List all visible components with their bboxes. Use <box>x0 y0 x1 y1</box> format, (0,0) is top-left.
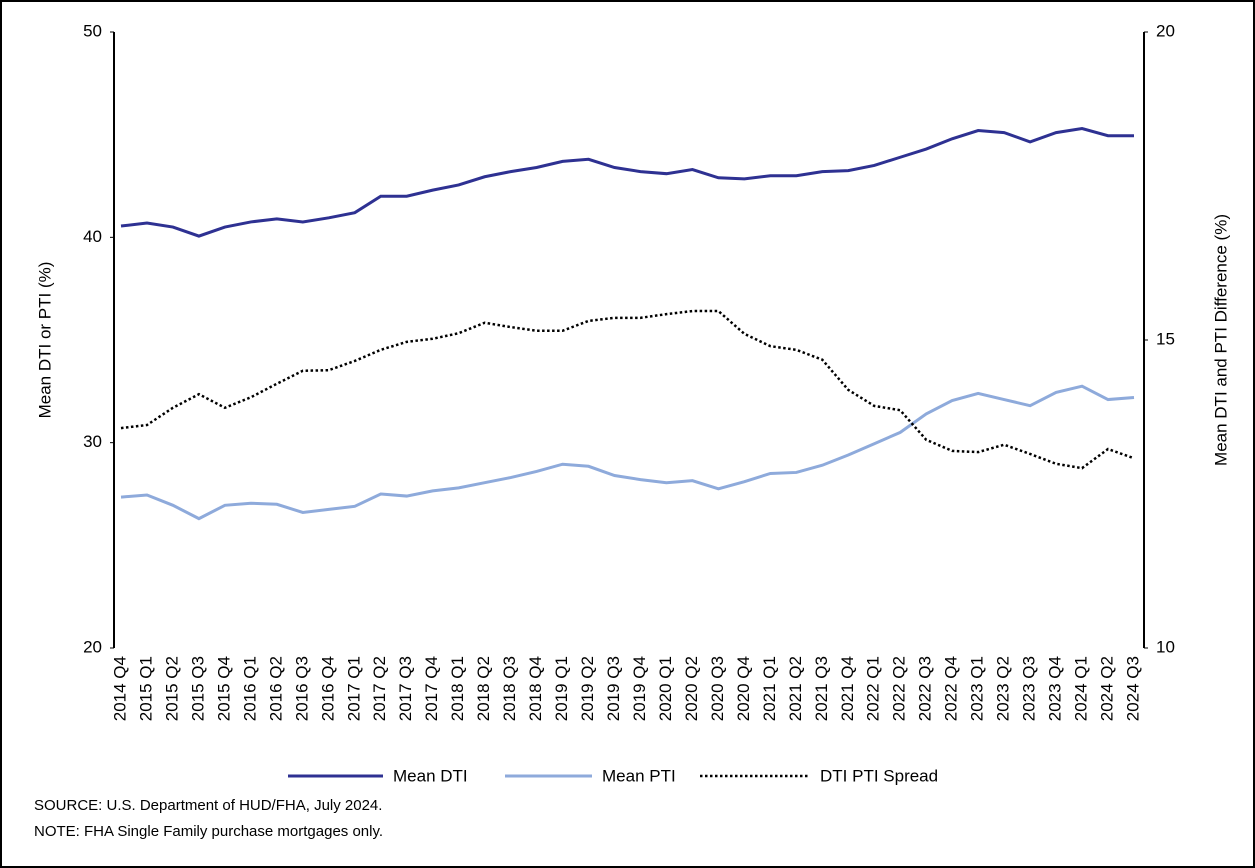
x-tick-label: 2016 Q1 <box>240 656 259 721</box>
legend-label: DTI PTI Spread <box>820 766 938 785</box>
x-tick-label: 2017 Q2 <box>370 656 389 721</box>
x-tick-label: 2024 Q1 <box>1072 656 1091 721</box>
x-tick-label: 2014 Q4 <box>110 656 129 721</box>
x-tick-label: 2022 Q3 <box>916 656 935 721</box>
x-tick-label: 2016 Q4 <box>318 656 337 721</box>
x-tick-label: 2019 Q2 <box>578 656 597 721</box>
x-tick-label: 2019 Q3 <box>604 656 623 721</box>
x-tick-label: 2022 Q2 <box>890 656 909 721</box>
x-tick-label: 2019 Q4 <box>630 656 649 721</box>
x-tick-label: 2021 Q1 <box>760 656 779 721</box>
y-tick-label: 40 <box>83 227 102 246</box>
x-tick-label: 2019 Q1 <box>552 656 571 721</box>
x-tick-label: 2021 Q2 <box>786 656 805 721</box>
series-line <box>120 126 1134 238</box>
x-tick-label: 2020 Q3 <box>708 656 727 721</box>
x-tick-label: 2020 Q4 <box>734 656 753 721</box>
source-note: SOURCE: U.S. Department of HUD/FHA, July… <box>34 797 382 814</box>
y-tick-label: 30 <box>83 432 102 451</box>
x-tick-label: 2020 Q1 <box>656 656 675 721</box>
x-tick-label: 2015 Q4 <box>214 656 233 721</box>
y2-tick-label: 20 <box>1156 21 1175 40</box>
x-tick-label: 2015 Q3 <box>188 656 207 721</box>
x-tick-label: 2021 Q3 <box>812 656 831 721</box>
x-tick-label: 2020 Q2 <box>682 656 701 721</box>
x-tick-label: 2021 Q4 <box>838 656 857 721</box>
x-tick-label: 2022 Q1 <box>864 656 883 721</box>
x-tick-label: 2017 Q1 <box>344 656 363 721</box>
x-tick-label: 2016 Q3 <box>292 656 311 721</box>
x-tick-label: 2017 Q3 <box>396 656 415 721</box>
y2-tick-label: 10 <box>1156 637 1175 656</box>
x-tick-label: 2023 Q2 <box>994 656 1013 721</box>
y-axis-label: Mean DTI or PTI (%) <box>35 262 54 419</box>
legend-label: Mean DTI <box>393 766 468 785</box>
x-tick-label: 2022 Q4 <box>942 656 961 721</box>
x-tick-label: 2018 Q1 <box>448 656 467 721</box>
x-tick-label: 2018 Q2 <box>474 656 493 721</box>
x-tick-label: 2023 Q1 <box>968 656 987 721</box>
y2-axis-label: Mean DTI and PTI Difference (%) <box>1211 214 1230 466</box>
x-tick-label: 2017 Q4 <box>422 656 441 721</box>
x-tick-label: 2018 Q4 <box>526 656 545 721</box>
series-line <box>120 309 1135 470</box>
x-tick-label: 2015 Q2 <box>162 656 181 721</box>
note: NOTE: FHA Single Family purchase mortgag… <box>34 823 383 840</box>
x-tick-label: 2024 Q3 <box>1123 656 1142 721</box>
y-tick-label: 50 <box>83 21 102 40</box>
x-tick-label: 2016 Q2 <box>266 656 285 721</box>
x-tick-label: 2023 Q3 <box>1020 656 1039 721</box>
y2-tick-label: 15 <box>1156 329 1175 348</box>
x-tick-label: 2015 Q1 <box>136 656 155 721</box>
series-line <box>120 384 1135 521</box>
x-tick-label: 2018 Q3 <box>500 656 519 721</box>
x-tick-label: 2023 Q4 <box>1046 656 1065 721</box>
legend-label: Mean PTI <box>602 766 676 785</box>
y-tick-label: 20 <box>83 637 102 656</box>
x-tick-label: 2024 Q2 <box>1098 656 1117 721</box>
